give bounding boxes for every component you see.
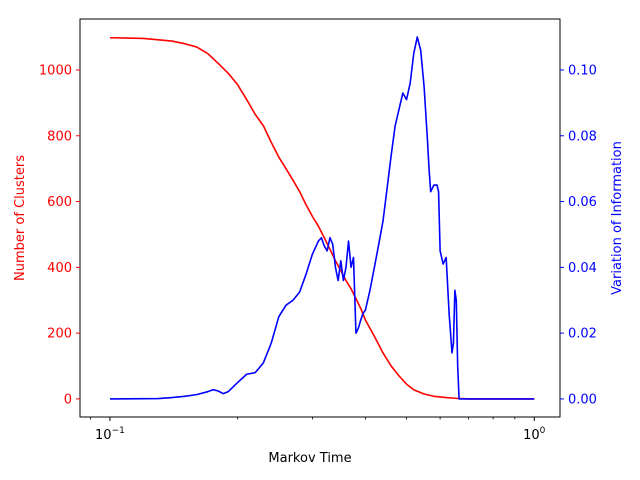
y-right-tick-label: 0.06 — [568, 195, 597, 210]
plot-frame — [79, 18, 561, 418]
series-line-right — [109, 36, 535, 400]
y-right-tick-label: 0.08 — [568, 129, 597, 144]
y-left-tick-label: 1000 — [39, 63, 72, 78]
y-left-tick-label: 600 — [47, 195, 72, 210]
series-line-left — [109, 36, 535, 400]
y-left-tick-label: 200 — [47, 327, 72, 342]
y-right-tick-label: 0.00 — [568, 392, 597, 407]
series-layer — [109, 36, 535, 400]
y-right-tick-label: 0.02 — [568, 327, 597, 342]
y-left-tick-label: 800 — [47, 129, 72, 144]
x-tick-label: 10−1 — [95, 426, 125, 443]
x-tick-label: 100 — [523, 426, 546, 443]
plot-area — [109, 36, 535, 400]
y-axis-left: 0 200 400 600 800 1000 — [39, 63, 80, 407]
y-axis-right: 0.00 0.02 0.04 0.06 0.08 0.10 — [560, 63, 597, 407]
y-axis-right-label: Variation of Information — [610, 141, 625, 295]
x-axis-label: Markov Time — [268, 451, 351, 466]
y-right-tick-label: 0.10 — [568, 63, 597, 78]
x-axis: 10−1 100 — [90, 417, 546, 443]
y-axis-left-label: Number of Clusters — [13, 155, 28, 281]
y-right-tick-label: 0.04 — [568, 261, 597, 276]
y-left-tick-label: 400 — [47, 261, 72, 276]
y-left-tick-label: 0 — [64, 392, 72, 407]
